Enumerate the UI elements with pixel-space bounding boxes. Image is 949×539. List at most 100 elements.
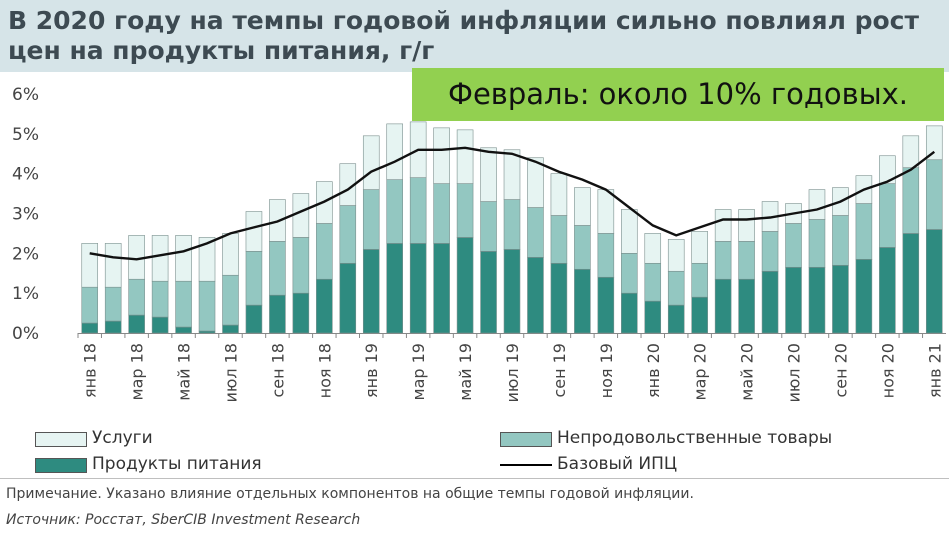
bar-services xyxy=(527,157,544,208)
y-tick-label: 1% xyxy=(12,284,39,304)
bar-nonfood xyxy=(456,183,474,238)
bar-nonfood xyxy=(245,251,263,306)
x-tick-label: май 18 xyxy=(175,343,194,401)
bar-services xyxy=(292,193,310,238)
bar-food xyxy=(104,320,122,334)
bar-services xyxy=(433,127,450,184)
bar-services xyxy=(691,231,708,264)
title-band xyxy=(0,0,949,72)
separator-line xyxy=(0,478,949,479)
bar-nonfood xyxy=(644,262,662,302)
bar-food xyxy=(128,314,145,334)
bar-food xyxy=(245,304,263,334)
bar-food xyxy=(738,278,755,334)
bar-services xyxy=(574,187,591,226)
bar-nonfood xyxy=(691,262,708,298)
bar-food xyxy=(151,316,169,334)
y-tick-label: 0% xyxy=(12,324,39,344)
bar-nonfood xyxy=(621,253,638,294)
x-tick-label: мар 18 xyxy=(128,343,147,400)
bar-food xyxy=(386,243,403,334)
bar-services xyxy=(81,243,99,288)
bar-services xyxy=(902,135,920,168)
bar-nonfood xyxy=(667,270,685,306)
bar-food xyxy=(902,233,920,334)
legend-label-core: Базовый ИПЦ xyxy=(557,454,678,474)
bar-food xyxy=(621,292,638,334)
chart-source: Источник: Росстат, SberCIB Investment Re… xyxy=(6,512,361,528)
bar-food xyxy=(480,251,497,334)
bar-services xyxy=(925,125,943,161)
y-tick-label: 3% xyxy=(12,205,39,225)
callout-annotation: Февраль: около 10% годовых. xyxy=(412,68,944,121)
bar-food xyxy=(667,304,685,334)
x-tick-label: май 20 xyxy=(738,343,757,401)
bar-nonfood xyxy=(198,280,216,332)
bar-nonfood xyxy=(81,286,99,324)
bar-food xyxy=(879,247,896,334)
bar-nonfood xyxy=(761,231,779,272)
bar-food xyxy=(503,249,521,334)
bar-food xyxy=(362,249,380,334)
bar-food xyxy=(316,278,333,334)
bar-food xyxy=(691,296,708,334)
bar-services xyxy=(104,243,122,288)
bar-food xyxy=(574,268,591,334)
bar-nonfood xyxy=(386,179,403,244)
bar-nonfood xyxy=(175,280,192,328)
x-tick-label: янв 19 xyxy=(362,343,381,398)
bar-nonfood xyxy=(808,219,826,268)
bar-food xyxy=(175,326,192,334)
legend-label-food: Продукты питания xyxy=(92,454,262,474)
bar-nonfood xyxy=(925,159,943,230)
y-tick-label: 5% xyxy=(12,125,39,145)
bar-food xyxy=(527,257,544,334)
bar-nonfood xyxy=(104,286,122,322)
bar-nonfood xyxy=(597,233,615,278)
bar-food xyxy=(409,243,427,334)
bar-nonfood xyxy=(292,237,310,294)
bar-food xyxy=(339,262,357,334)
x-tick-label: ноя 20 xyxy=(878,343,897,398)
bar-nonfood xyxy=(855,203,873,260)
bar-services xyxy=(644,233,662,264)
bar-services xyxy=(597,189,615,234)
bar-nonfood xyxy=(527,207,544,258)
x-tick-label: май 19 xyxy=(456,343,475,401)
bar-food xyxy=(292,292,310,334)
y-tick-label: 4% xyxy=(12,165,39,185)
bar-nonfood xyxy=(339,205,357,264)
x-tick-label: июл 18 xyxy=(221,343,240,403)
legend-label-services: Услуги xyxy=(92,428,153,448)
bar-food xyxy=(808,266,826,334)
bar-services xyxy=(151,235,169,282)
bar-nonfood xyxy=(503,199,521,250)
bar-services xyxy=(480,147,497,202)
bar-food xyxy=(222,324,239,334)
y-tick-label: 6% xyxy=(12,85,39,105)
bar-services xyxy=(362,135,380,190)
bar-services xyxy=(198,237,216,282)
bar-food xyxy=(925,229,943,334)
bar-food xyxy=(832,264,849,334)
legend-swatch-food xyxy=(35,458,87,473)
bar-food xyxy=(433,243,450,334)
bar-nonfood xyxy=(879,183,896,248)
bar-nonfood xyxy=(316,223,333,280)
x-tick-label: ноя 18 xyxy=(315,343,334,398)
bar-nonfood xyxy=(222,274,239,326)
bar-nonfood xyxy=(151,280,169,318)
bar-nonfood xyxy=(574,225,591,270)
bar-services xyxy=(503,149,521,200)
bar-nonfood xyxy=(128,278,145,316)
bar-nonfood xyxy=(714,241,732,280)
bar-nonfood xyxy=(480,201,497,252)
legend-line-core xyxy=(500,464,552,466)
bar-services xyxy=(550,173,568,216)
legend-label-nonfood: Непродовольственные товары xyxy=(557,428,833,448)
bar-food xyxy=(597,276,615,334)
bar-food xyxy=(785,266,802,334)
bar-services xyxy=(667,239,685,272)
x-tick-label: ноя 19 xyxy=(597,343,616,398)
bar-services xyxy=(738,209,755,242)
